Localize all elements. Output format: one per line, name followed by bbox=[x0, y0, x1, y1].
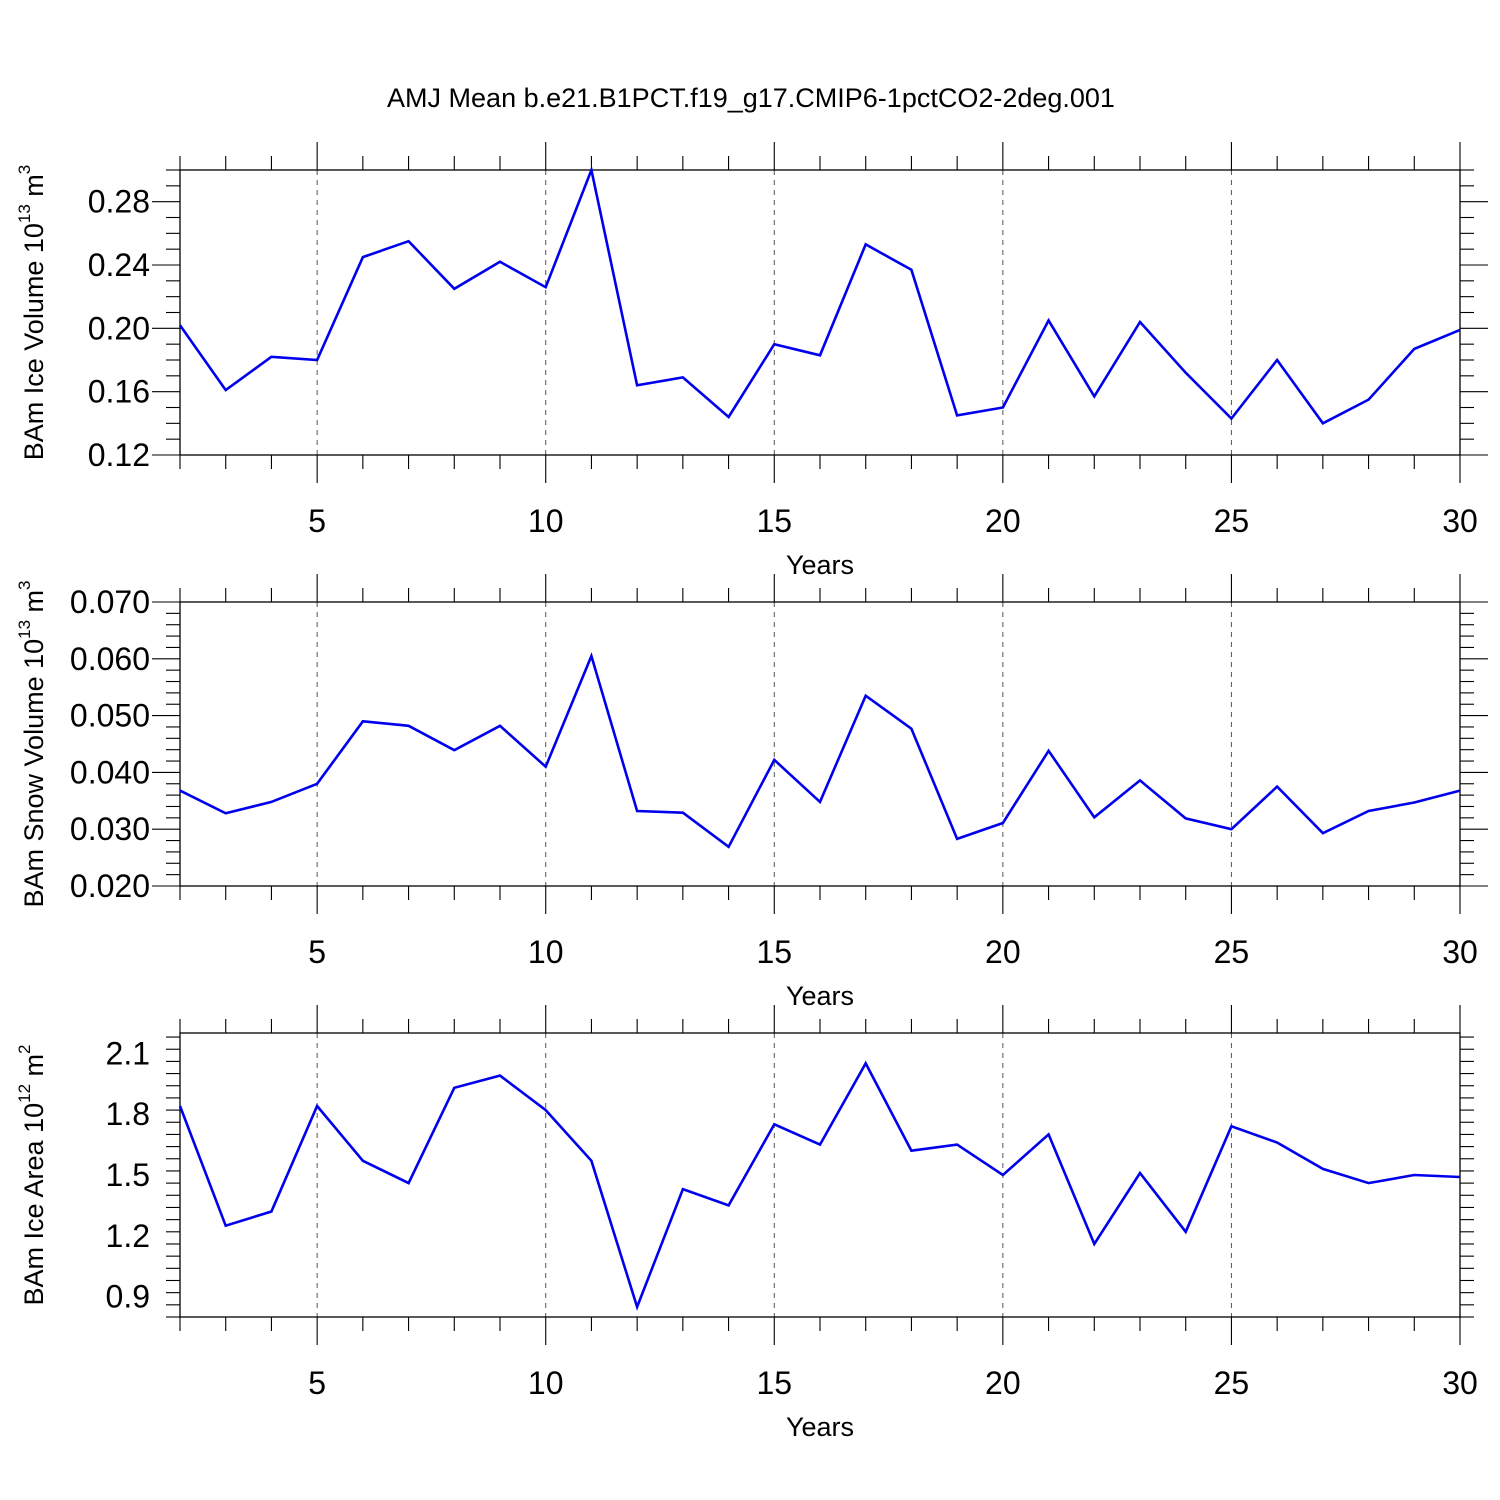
ice-area-x-tick-label: 25 bbox=[1214, 1365, 1250, 1401]
ice-area-y-tick-label: 0.9 bbox=[106, 1279, 150, 1315]
ice-volume-series-line bbox=[178, 165, 1461, 425]
figure-title: AMJ Mean b.e21.B1PCT.f19_g17.CMIP6-1pctC… bbox=[387, 83, 1115, 113]
ice-volume-y-tick-label: 0.12 bbox=[88, 437, 150, 473]
panel-ice-volume: 5 10 15 20 25 30 Years 0.12 0.16 0.20 0.24 0.28 BAm … bbox=[15, 142, 1488, 580]
snow-volume-y-axis-title-main: BAm Snow Volume 10 bbox=[19, 639, 49, 908]
ice-volume-x-tick-label: 20 bbox=[985, 503, 1021, 539]
snow-volume-x-axis-title: Years bbox=[786, 981, 854, 1011]
ice-volume-y-tick-label: 0.28 bbox=[88, 184, 150, 220]
ice-area-y-axis-title-unit: m bbox=[19, 1054, 49, 1084]
ice-volume-x-tick-label: 30 bbox=[1442, 503, 1478, 539]
snow-volume-y-axis-title: BAm Snow Volume 1013 m3 bbox=[15, 580, 49, 907]
ice-volume-x-tick-label: 10 bbox=[528, 503, 564, 539]
ice-area-plot-frame bbox=[179, 1032, 1461, 1318]
snow-volume-y-axis-title-exponent: 13 bbox=[15, 620, 34, 639]
ice-area-y-axis-title-unit-exponent: 2 bbox=[15, 1045, 34, 1054]
ice-volume-y-axis-title-unit: m bbox=[19, 174, 49, 204]
panel-ice-area: 5 10 15 20 25 30 Years 0.9 1.2 1.5 1.8 2.1 BAm Ice A… bbox=[15, 1005, 1478, 1442]
ice-area-x-tick-label: 5 bbox=[308, 1365, 326, 1401]
ice-area-y-tick-label: 1.8 bbox=[106, 1096, 150, 1132]
ice-area-y-tick-label: 1.5 bbox=[106, 1157, 150, 1193]
ice-volume-x-tick-label: 25 bbox=[1214, 503, 1250, 539]
ice-volume-y-axis-title-unit-exponent: 3 bbox=[15, 165, 34, 174]
ice-area-y-tick-label: 1.2 bbox=[106, 1218, 150, 1254]
ice-area-x-tick-label: 20 bbox=[985, 1365, 1021, 1401]
ice-volume-x-tick-label: 5 bbox=[308, 503, 326, 539]
snow-volume-x-tick-label: 30 bbox=[1442, 934, 1478, 970]
ice-area-x-tick-label: 15 bbox=[756, 1365, 792, 1401]
ice-volume-y-axis-title: BAm Ice Volume 1013 m3 bbox=[15, 165, 49, 461]
ice-volume-y-tick-label: 0.16 bbox=[88, 374, 150, 410]
snow-volume-y-tick-label: 0.050 bbox=[70, 698, 150, 734]
snow-volume-y-tick-label: 0.040 bbox=[70, 754, 150, 790]
snow-volume-series-line bbox=[179, 652, 1461, 849]
ice-area-y-axis-title-main: BAm Ice Area 10 bbox=[19, 1103, 49, 1306]
ice-volume-y-axis-title-exponent: 13 bbox=[15, 204, 34, 223]
panels: 5 10 15 20 25 30Years0.120.160.200.240.28BAm … bbox=[15, 142, 1488, 1442]
ice-area-x-tick-label: 30 bbox=[1442, 1365, 1478, 1401]
snow-volume-x-tick-label: 10 bbox=[528, 934, 564, 970]
ice-area-series-line bbox=[178, 1060, 1461, 1311]
ice-area-x-axis-title: Years bbox=[786, 1412, 854, 1442]
snow-volume-y-axis-title-unit: m bbox=[19, 590, 49, 620]
snow-volume-x-tick-label: 5 bbox=[308, 934, 326, 970]
ice-volume-y-tick-label: 0.24 bbox=[88, 247, 150, 283]
snow-volume-x-tick-label: 15 bbox=[756, 934, 792, 970]
snow-volume-y-axis-title-unit-exponent: 3 bbox=[15, 580, 34, 589]
ice-area-x-tick-label: 10 bbox=[528, 1365, 564, 1401]
snow-volume-y-tick-label: 0.020 bbox=[70, 868, 150, 904]
ice-volume-x-axis-title: Years bbox=[786, 550, 854, 580]
ice-volume-x-tick-label: 15 bbox=[756, 503, 792, 539]
snow-volume-y-tick-label: 0.070 bbox=[70, 584, 150, 620]
ice-volume-y-axis-title-main: BAm Ice Volume 10 bbox=[19, 223, 49, 460]
snow-volume-y-tick-label: 0.030 bbox=[70, 811, 150, 847]
panel-snow-volume: 5 10 15 20 25 30 Years 0.020 0.030 0.040 0.050 0.06… bbox=[15, 574, 1488, 1011]
snow-volume-x-tick-label: 20 bbox=[985, 934, 1021, 970]
snow-volume-plot-frame bbox=[179, 601, 1461, 887]
ice-area-y-axis-title-exponent: 12 bbox=[15, 1084, 34, 1103]
ice-volume-y-tick-label: 0.20 bbox=[88, 310, 150, 346]
snow-volume-y-tick-label: 0.060 bbox=[70, 641, 150, 677]
ice-area-y-tick-label: 2.1 bbox=[106, 1035, 150, 1071]
ice-area-y-axis-title: BAm Ice Area 1012 m2 bbox=[15, 1045, 49, 1306]
snow-volume-x-tick-label: 25 bbox=[1214, 934, 1250, 970]
ice-volume-plot-frame bbox=[179, 169, 1461, 456]
